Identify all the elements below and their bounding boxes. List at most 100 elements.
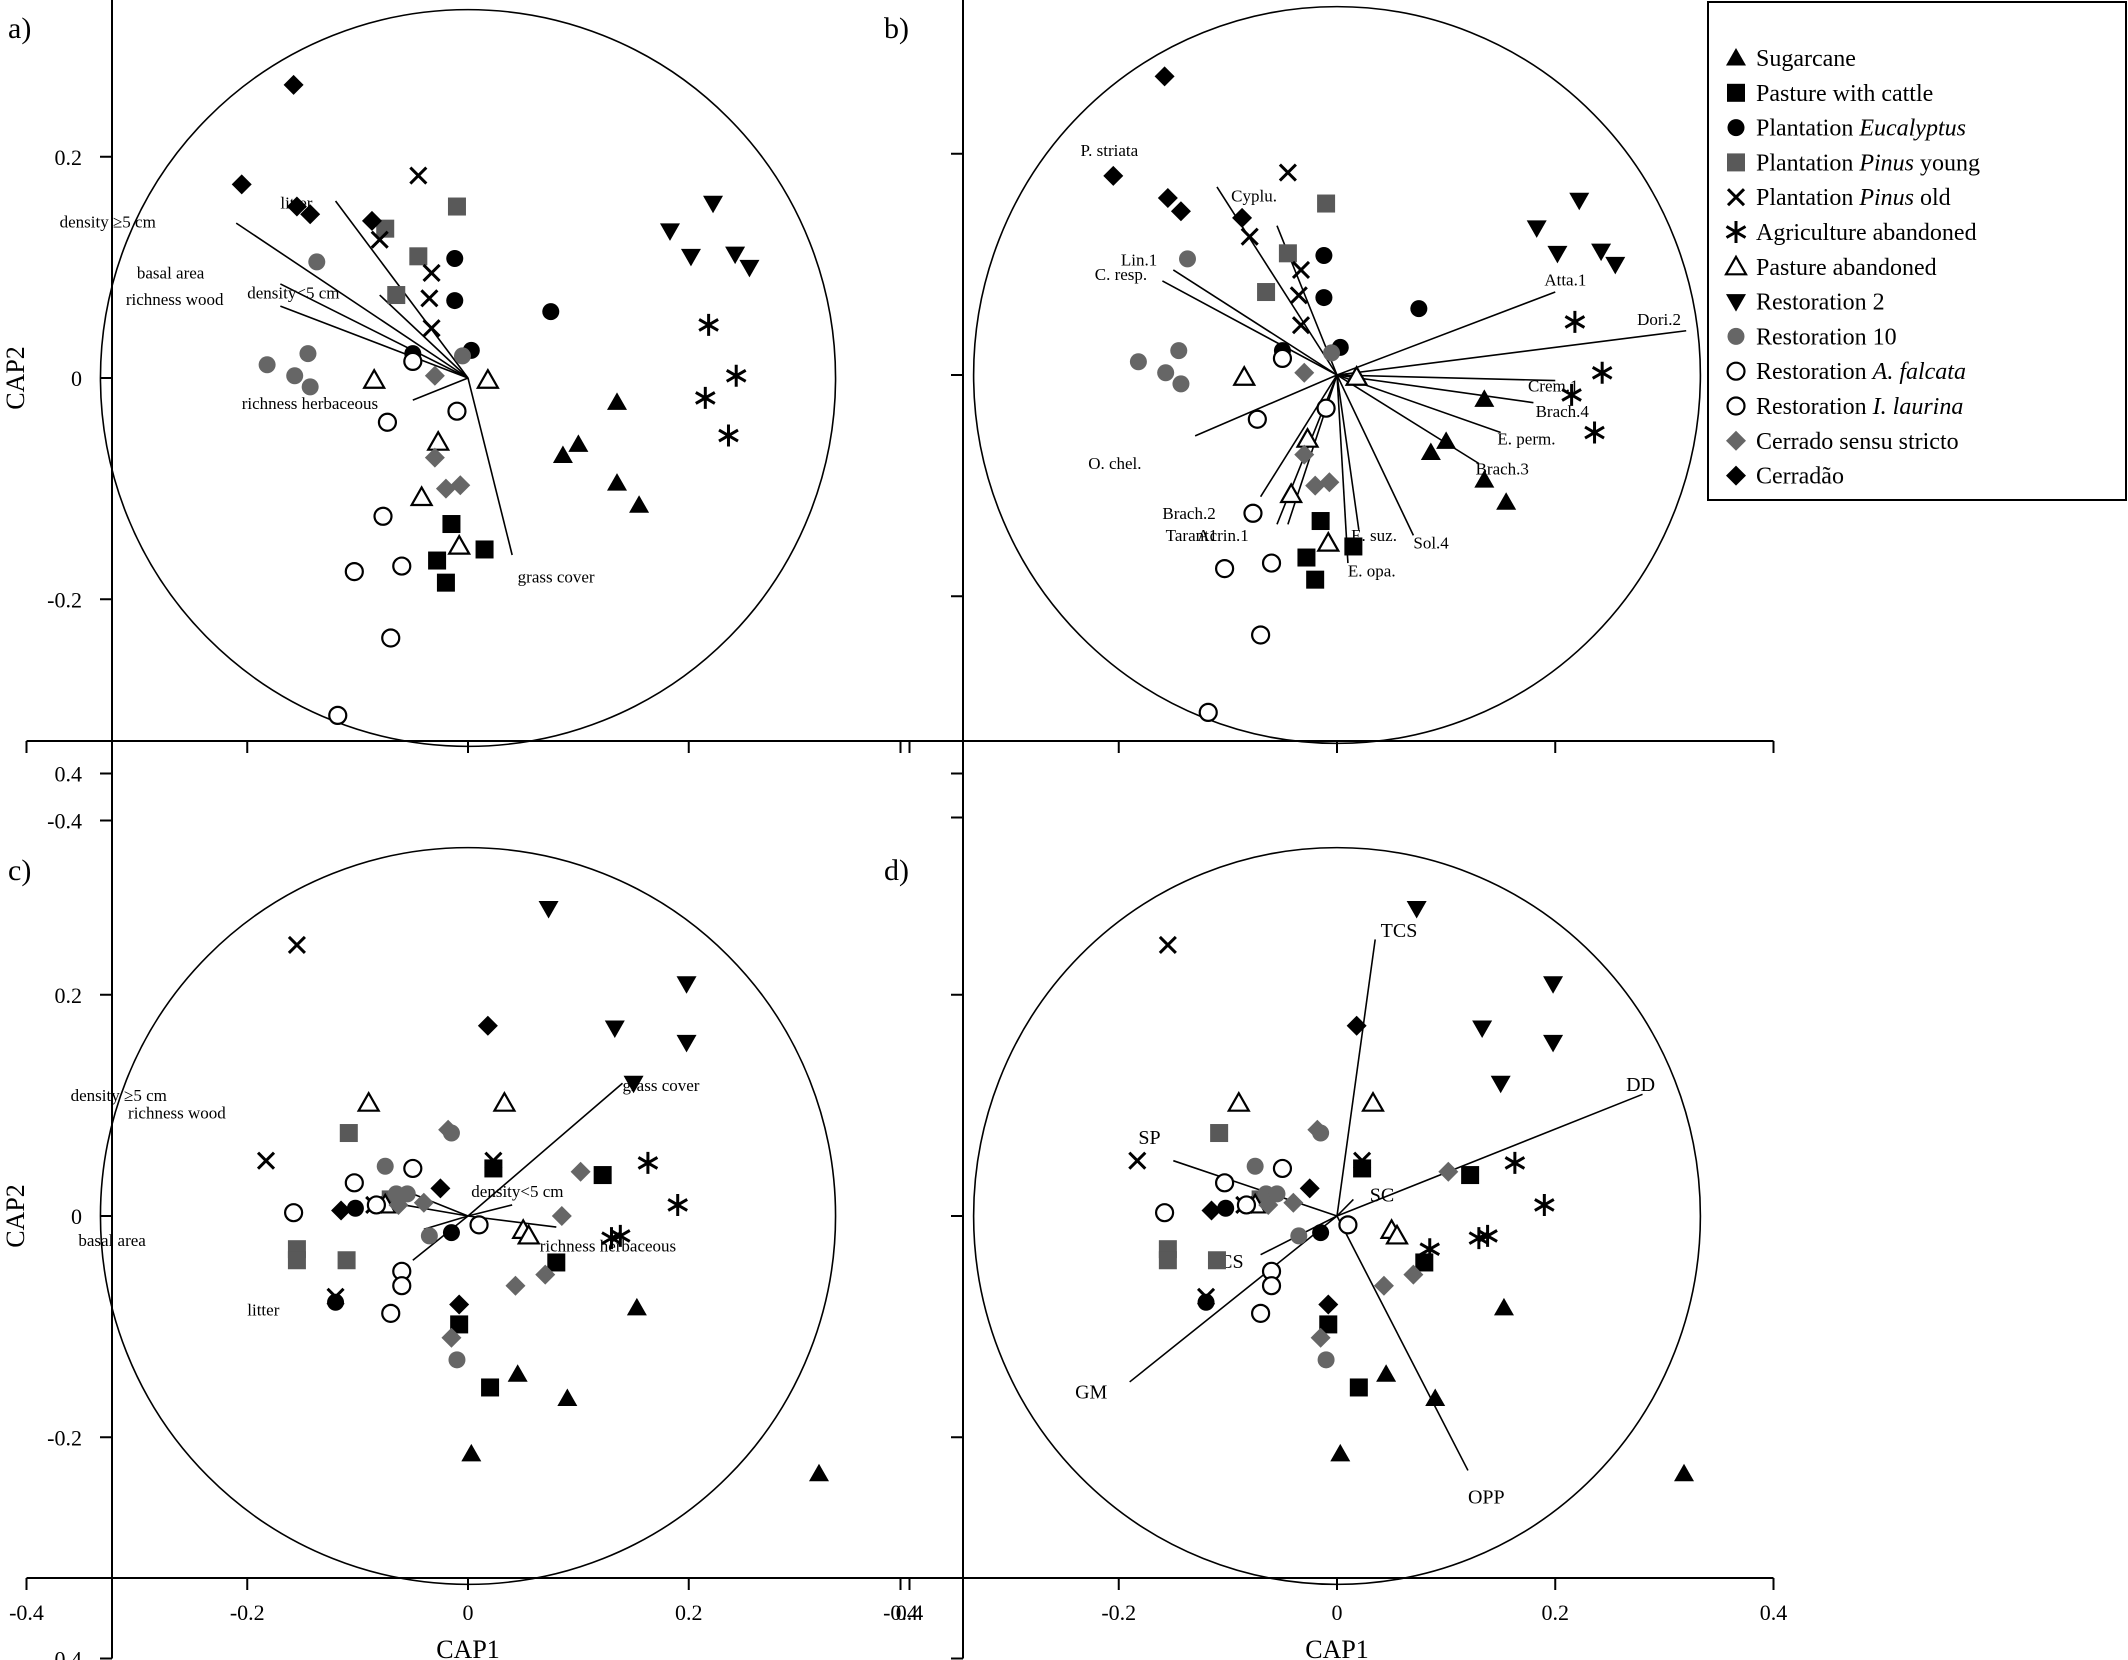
- point-agri_abandoned: [718, 424, 739, 447]
- point-pasture_cattle: [481, 1378, 500, 1397]
- point-plant_pinus_young: [337, 1251, 356, 1270]
- point-pasture_abandoned: [475, 367, 500, 389]
- legend-box: [1707, 1, 2127, 501]
- point-sugarcane: [507, 1364, 528, 1382]
- point-rest_afalcata: [1251, 1303, 1271, 1323]
- vector-label: grass cover: [623, 1076, 700, 1095]
- vector-line: [379, 294, 469, 379]
- point-sugarcane: [552, 445, 573, 463]
- vector-label: Acrin.1: [1197, 526, 1248, 545]
- point-restoration2: [739, 259, 760, 278]
- point-rest_ilaurina: [381, 628, 401, 648]
- x-tick-label: 0.2: [1542, 1600, 1570, 1625]
- points: [1128, 900, 1695, 1482]
- legend-label: Agriculture abandoned: [1756, 220, 1977, 246]
- point-cerrado_ss: [435, 478, 456, 499]
- vector-label: richness herbaceous: [540, 1236, 676, 1255]
- point-agri_abandoned: [610, 1224, 631, 1247]
- point-restoration2: [1490, 1075, 1511, 1094]
- point-cerradao: [1154, 66, 1175, 87]
- point-restoration2: [1547, 245, 1568, 264]
- point-restoration2: [703, 195, 724, 214]
- point-pasture_cattle: [436, 573, 455, 592]
- point-restoration2: [1543, 1034, 1564, 1053]
- point-plant_euc: [1315, 289, 1333, 307]
- points: [1103, 66, 1626, 723]
- vector-line: [1172, 269, 1338, 376]
- legend-label: Cerradão: [1756, 464, 1844, 490]
- legend-label: Plantation Pinus old: [1756, 185, 1951, 211]
- vector-line: [1162, 280, 1338, 376]
- point-cerrado_ss: [450, 475, 471, 496]
- vector-line: [280, 283, 469, 379]
- y-tick-label: 0.4: [55, 762, 83, 787]
- point-restoration10: [1129, 353, 1147, 371]
- point-rest_ilaurina: [1261, 553, 1282, 573]
- y-tick-label: -0.4: [47, 809, 82, 834]
- point-restoration10: [258, 356, 276, 374]
- legend-symbol: [1726, 465, 1746, 486]
- legend-item-plant_euc: Plantation Eucalyptus: [1727, 116, 1966, 142]
- vectors: density ≥5 cm basal area richness wood dens…: [60, 194, 595, 587]
- point-cerrado_ss: [388, 1194, 409, 1215]
- point-plant_pinus_young: [1207, 1251, 1226, 1270]
- point-cerradao: [361, 210, 382, 231]
- point-pasture_cattle: [1311, 512, 1330, 531]
- vector-label: SC: [1370, 1185, 1394, 1207]
- point-plant_pinus_young: [409, 247, 428, 266]
- point-plant_euc: [1410, 300, 1428, 318]
- point-plant_euc: [446, 292, 464, 310]
- point-restoration10: [1157, 364, 1175, 382]
- point-restoration2: [676, 976, 697, 994]
- legend-label: Pasture with cattle: [1756, 81, 1933, 107]
- point-plant_pinus_young: [1257, 283, 1276, 302]
- point-sugarcane: [808, 1463, 829, 1482]
- legend-item-plant_pinus_old: Plantation Pinus old: [1726, 185, 1951, 211]
- x-tick-label: 0.4: [896, 1600, 924, 1625]
- vector-label: Atta.1: [1544, 270, 1586, 289]
- point-restoration10: [420, 1227, 438, 1245]
- point-plant_pinus_old: [1353, 1151, 1372, 1170]
- point-restoration10: [376, 1157, 394, 1175]
- vector-label: density ≥5 cm: [71, 1086, 167, 1105]
- point-agri_abandoned: [1561, 383, 1582, 406]
- point-restoration10: [286, 367, 304, 385]
- points: [256, 900, 829, 1482]
- legend-label: Restoration A. falcata: [1756, 359, 1966, 385]
- point-cerrado_ss: [438, 1119, 459, 1140]
- point-plant_pinus_old: [370, 230, 389, 249]
- point-cerrado_ss: [1283, 1192, 1304, 1213]
- point-cerrado_ss: [551, 1206, 572, 1226]
- point-pasture_cattle: [1349, 1378, 1368, 1397]
- point-cerrado_ss: [1403, 1264, 1424, 1285]
- point-agri_abandoned: [698, 313, 719, 336]
- panel-letter: b): [884, 12, 909, 45]
- point-plant_pinus_old: [1289, 286, 1308, 305]
- point-restoration10: [299, 345, 317, 363]
- vector-line: [1194, 374, 1338, 437]
- point-restoration2: [676, 1034, 697, 1053]
- point-plant_pinus_old: [256, 1151, 276, 1170]
- x-tick-label: 0: [463, 1600, 474, 1625]
- panel-letter: c): [8, 854, 31, 887]
- legend-item-cerrado_ss: Cerrado sensu stricto: [1726, 429, 1959, 455]
- y-tick-label: -0.4: [47, 1647, 82, 1660]
- point-agri_abandoned: [695, 386, 716, 409]
- point-pasture_abandoned: [426, 429, 451, 451]
- point-plant_pinus_old: [422, 319, 441, 338]
- point-plant_pinus_young: [376, 219, 395, 238]
- points: [231, 74, 760, 726]
- point-pasture_cattle: [1319, 1315, 1338, 1334]
- point-pasture_abandoned: [1226, 1090, 1251, 1112]
- point-agri_abandoned: [1504, 1151, 1526, 1174]
- correlation-circle: [99, 846, 837, 1586]
- point-plant_pinus_old: [287, 935, 306, 955]
- legend-item-cerradao: Cerradão: [1726, 464, 1844, 490]
- point-agri_abandoned: [1534, 1193, 1555, 1216]
- vector-label: E. suz.: [1351, 526, 1397, 545]
- point-plant_euc: [1197, 1293, 1215, 1311]
- legend-symbol: [1726, 188, 1746, 207]
- legend-symbol: [1727, 119, 1745, 137]
